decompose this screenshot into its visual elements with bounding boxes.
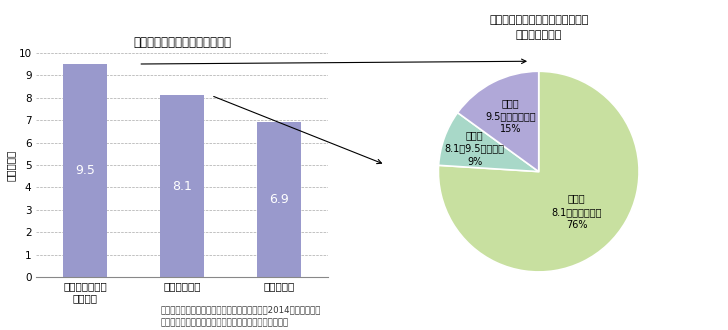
Text: 9.5: 9.5 (75, 164, 95, 177)
Bar (63, 64, 107, 277)
Text: 資料：経済産業省「企業活動基本調査」から再編加工。: 資料：経済産業省「企業活動基本調査」から再編加工。 (160, 318, 288, 327)
Bar (257, 122, 301, 277)
Y-axis label: （百万円）: （百万円） (6, 149, 15, 181)
Text: 生産性
9.5百万円以上、
15%: 生産性 9.5百万円以上、 15% (485, 98, 536, 134)
Text: 生産性
8.1百万円未満、
76%: 生産性 8.1百万円未満、 76% (551, 194, 602, 230)
Wedge shape (438, 71, 639, 272)
Title: 労働生産性（輸出形態別平均）: 労働生産性（輸出形態別平均） (133, 36, 231, 49)
Bar (160, 95, 204, 277)
Wedge shape (458, 71, 539, 172)
Wedge shape (438, 113, 539, 172)
Text: 生産性
8.1～9.5百万円、
9%: 生産性 8.1～9.5百万円、 9% (445, 130, 505, 167)
Text: 6.9: 6.9 (269, 193, 289, 206)
Text: 8.1: 8.1 (172, 180, 192, 193)
Text: 備考：労働生産性は、従業員あたり付加価値。2014年。製造業。: 備考：労働生産性は、従業員あたり付加価値。2014年。製造業。 (160, 305, 320, 314)
Title: 非輸出企業に関する、労働生産性
水準別企業割合: 非輸出企業に関する、労働生産性 水準別企業割合 (489, 15, 588, 40)
